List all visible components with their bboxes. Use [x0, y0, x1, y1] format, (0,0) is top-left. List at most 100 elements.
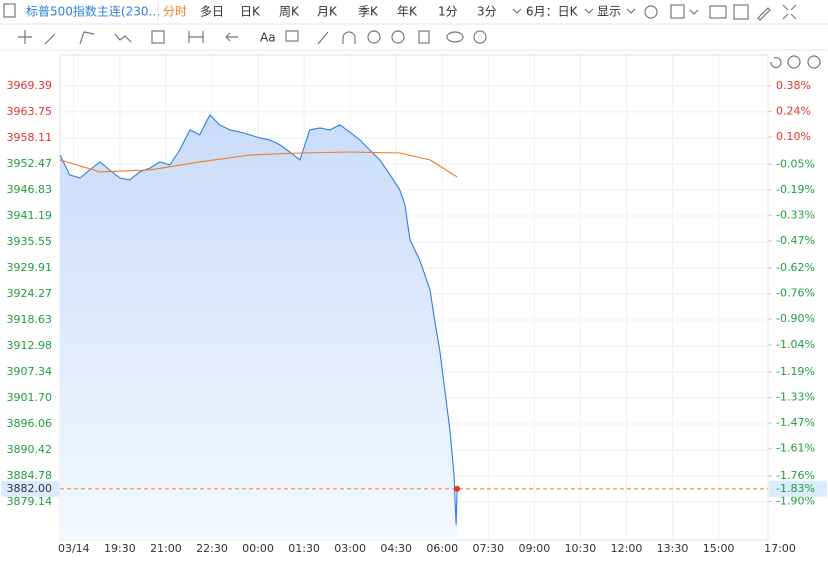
pencil-icon[interactable]	[757, 7, 771, 21]
period-tab[interactable]: 日K	[240, 5, 261, 19]
last-price-label: 3882.00	[7, 482, 53, 495]
y-tick-label: 3879.14	[7, 495, 53, 508]
hide-tool[interactable]	[391, 30, 405, 44]
y2-tick-label: -1.04%	[776, 338, 815, 351]
export-icon[interactable]	[733, 4, 749, 20]
period-tab[interactable]: 年K	[397, 5, 418, 19]
y2-tick-label: -1.19%	[776, 365, 815, 378]
x-tick-label: 17:00	[764, 542, 796, 555]
settings-icon[interactable]	[644, 5, 658, 19]
y2-tick-label: -0.33%	[776, 208, 815, 221]
y-tick-label: 3941.19	[7, 209, 53, 222]
price-line	[59, 113, 458, 525]
y2-tick-label: -0.76%	[776, 287, 815, 300]
y2-tick-label: -1.90%	[776, 495, 815, 508]
y-tick-label: 3901.70	[7, 391, 53, 404]
period-select[interactable]: 6月：日K	[526, 5, 579, 19]
text-tool[interactable]: Aa	[260, 31, 276, 45]
fullscreen-icon[interactable]	[782, 4, 797, 20]
measure-tool[interactable]	[188, 31, 204, 43]
x-tick-label: 07:30	[472, 542, 504, 555]
draw-settings[interactable]	[473, 30, 487, 44]
line-tool[interactable]	[44, 33, 56, 45]
period-tab[interactable]: 季K	[358, 5, 379, 19]
wave-tool[interactable]	[114, 33, 132, 43]
y2-tick-label: -1.33%	[776, 391, 815, 404]
x-tick-label: 13:30	[657, 542, 689, 555]
y2-tick-label: -0.19%	[776, 183, 815, 196]
period-tab[interactable]: 1分	[438, 5, 458, 19]
zoom-out-button[interactable]	[787, 55, 801, 69]
panel-icon[interactable]	[3, 3, 16, 18]
y-tick-label: 3935.55	[7, 235, 53, 248]
plot: 03/14 19:30 21:00 22:30 00:00 01:30 03:00 04:30…	[1, 54, 827, 555]
last-price-box	[1, 480, 59, 497]
period-tab[interactable]: 月K	[317, 5, 338, 19]
period-tab[interactable]: 3分	[477, 5, 497, 19]
ruler-tool[interactable]	[317, 31, 329, 45]
y-tick-label: 3958.11	[7, 131, 53, 144]
last-point	[454, 485, 461, 492]
last-change-box	[769, 480, 827, 497]
y2-tick-label: -1.47%	[776, 416, 815, 429]
y-tick-label: 3907.34	[7, 365, 53, 378]
top-toolbar: 标普500指数主连(230… 分时 多日 日K 周K 月K 季K 年K 1分 3分 6月：日K 显示	[3, 3, 797, 21]
y2-tick-label: 0.10%	[776, 130, 811, 143]
drawing-toolbar: Aa	[18, 30, 487, 45]
x-tick-label: 15:00	[703, 542, 735, 555]
y-tick-label: 3912.98	[7, 339, 53, 352]
period-tab[interactable]: 分时	[163, 5, 187, 19]
note-tool[interactable]	[285, 30, 299, 42]
delete-tool[interactable]	[418, 30, 430, 44]
y-tick-label: 3946.83	[7, 183, 53, 196]
magnet-tool[interactable]	[342, 31, 356, 44]
dropdown-icon[interactable]	[689, 9, 699, 15]
lock-tool[interactable]	[367, 30, 381, 44]
x-tick-label: 01:30	[288, 542, 320, 555]
x-tick-label: 12:00	[611, 542, 643, 555]
x-tick-label: 09:00	[519, 542, 551, 555]
channel-tool[interactable]	[79, 31, 95, 45]
y2-tick-label: 0.24%	[776, 104, 811, 117]
arrow-tool[interactable]	[225, 32, 238, 42]
y-tick-label: 3896.06	[7, 417, 53, 430]
zoom-in-button[interactable]	[807, 55, 821, 69]
symbol-name[interactable]: 标普500指数主连(230…	[26, 4, 161, 19]
y2-tick-label: -0.62%	[776, 261, 815, 274]
last-change-label: -1.83%	[776, 482, 815, 495]
y-tick-label: 3924.27	[7, 287, 53, 300]
x-tick-label: 04:30	[380, 542, 412, 555]
price-area	[60, 114, 458, 541]
y-tick-label: 3929.91	[7, 261, 53, 274]
average-line	[59, 151, 458, 178]
y-tick-label: 3969.39	[7, 79, 53, 92]
camera-icon[interactable]	[709, 5, 727, 19]
y-tick-label: 3952.47	[7, 157, 53, 170]
x-tick-label: 00:00	[242, 542, 274, 555]
checkbox-icon[interactable]	[670, 4, 685, 19]
y2-tick-label: -1.76%	[776, 469, 815, 482]
y-tick-label: 3918.63	[7, 313, 53, 326]
link-tool[interactable]	[446, 31, 464, 43]
display-menu[interactable]: 显示	[597, 5, 621, 19]
y2-tick-label: -0.90%	[776, 312, 815, 325]
x-tick-label: 03:00	[334, 542, 366, 555]
dropdown-icon[interactable]	[626, 8, 636, 14]
reset-button[interactable]	[770, 57, 782, 69]
y-tick-label: 3884.78	[7, 469, 53, 482]
chart-controls	[770, 55, 821, 69]
x-tick-label: 03/14	[58, 542, 90, 555]
x-tick-label: 21:00	[150, 542, 182, 555]
fib-tool[interactable]	[151, 30, 165, 44]
move-tool[interactable]	[18, 30, 32, 44]
y2-tick-label: -0.47%	[776, 234, 815, 247]
y2-tick-label: -0.05%	[776, 157, 815, 170]
x-tick-label: 22:30	[196, 542, 228, 555]
y-tick-label: 3890.42	[7, 443, 53, 456]
dropdown-icon[interactable]	[584, 8, 594, 14]
period-tab[interactable]: 多日	[200, 5, 224, 19]
dropdown-icon[interactable]	[512, 8, 522, 14]
y2-tick-label: -1.61%	[776, 442, 815, 455]
period-tab[interactable]: 周K	[279, 5, 300, 19]
